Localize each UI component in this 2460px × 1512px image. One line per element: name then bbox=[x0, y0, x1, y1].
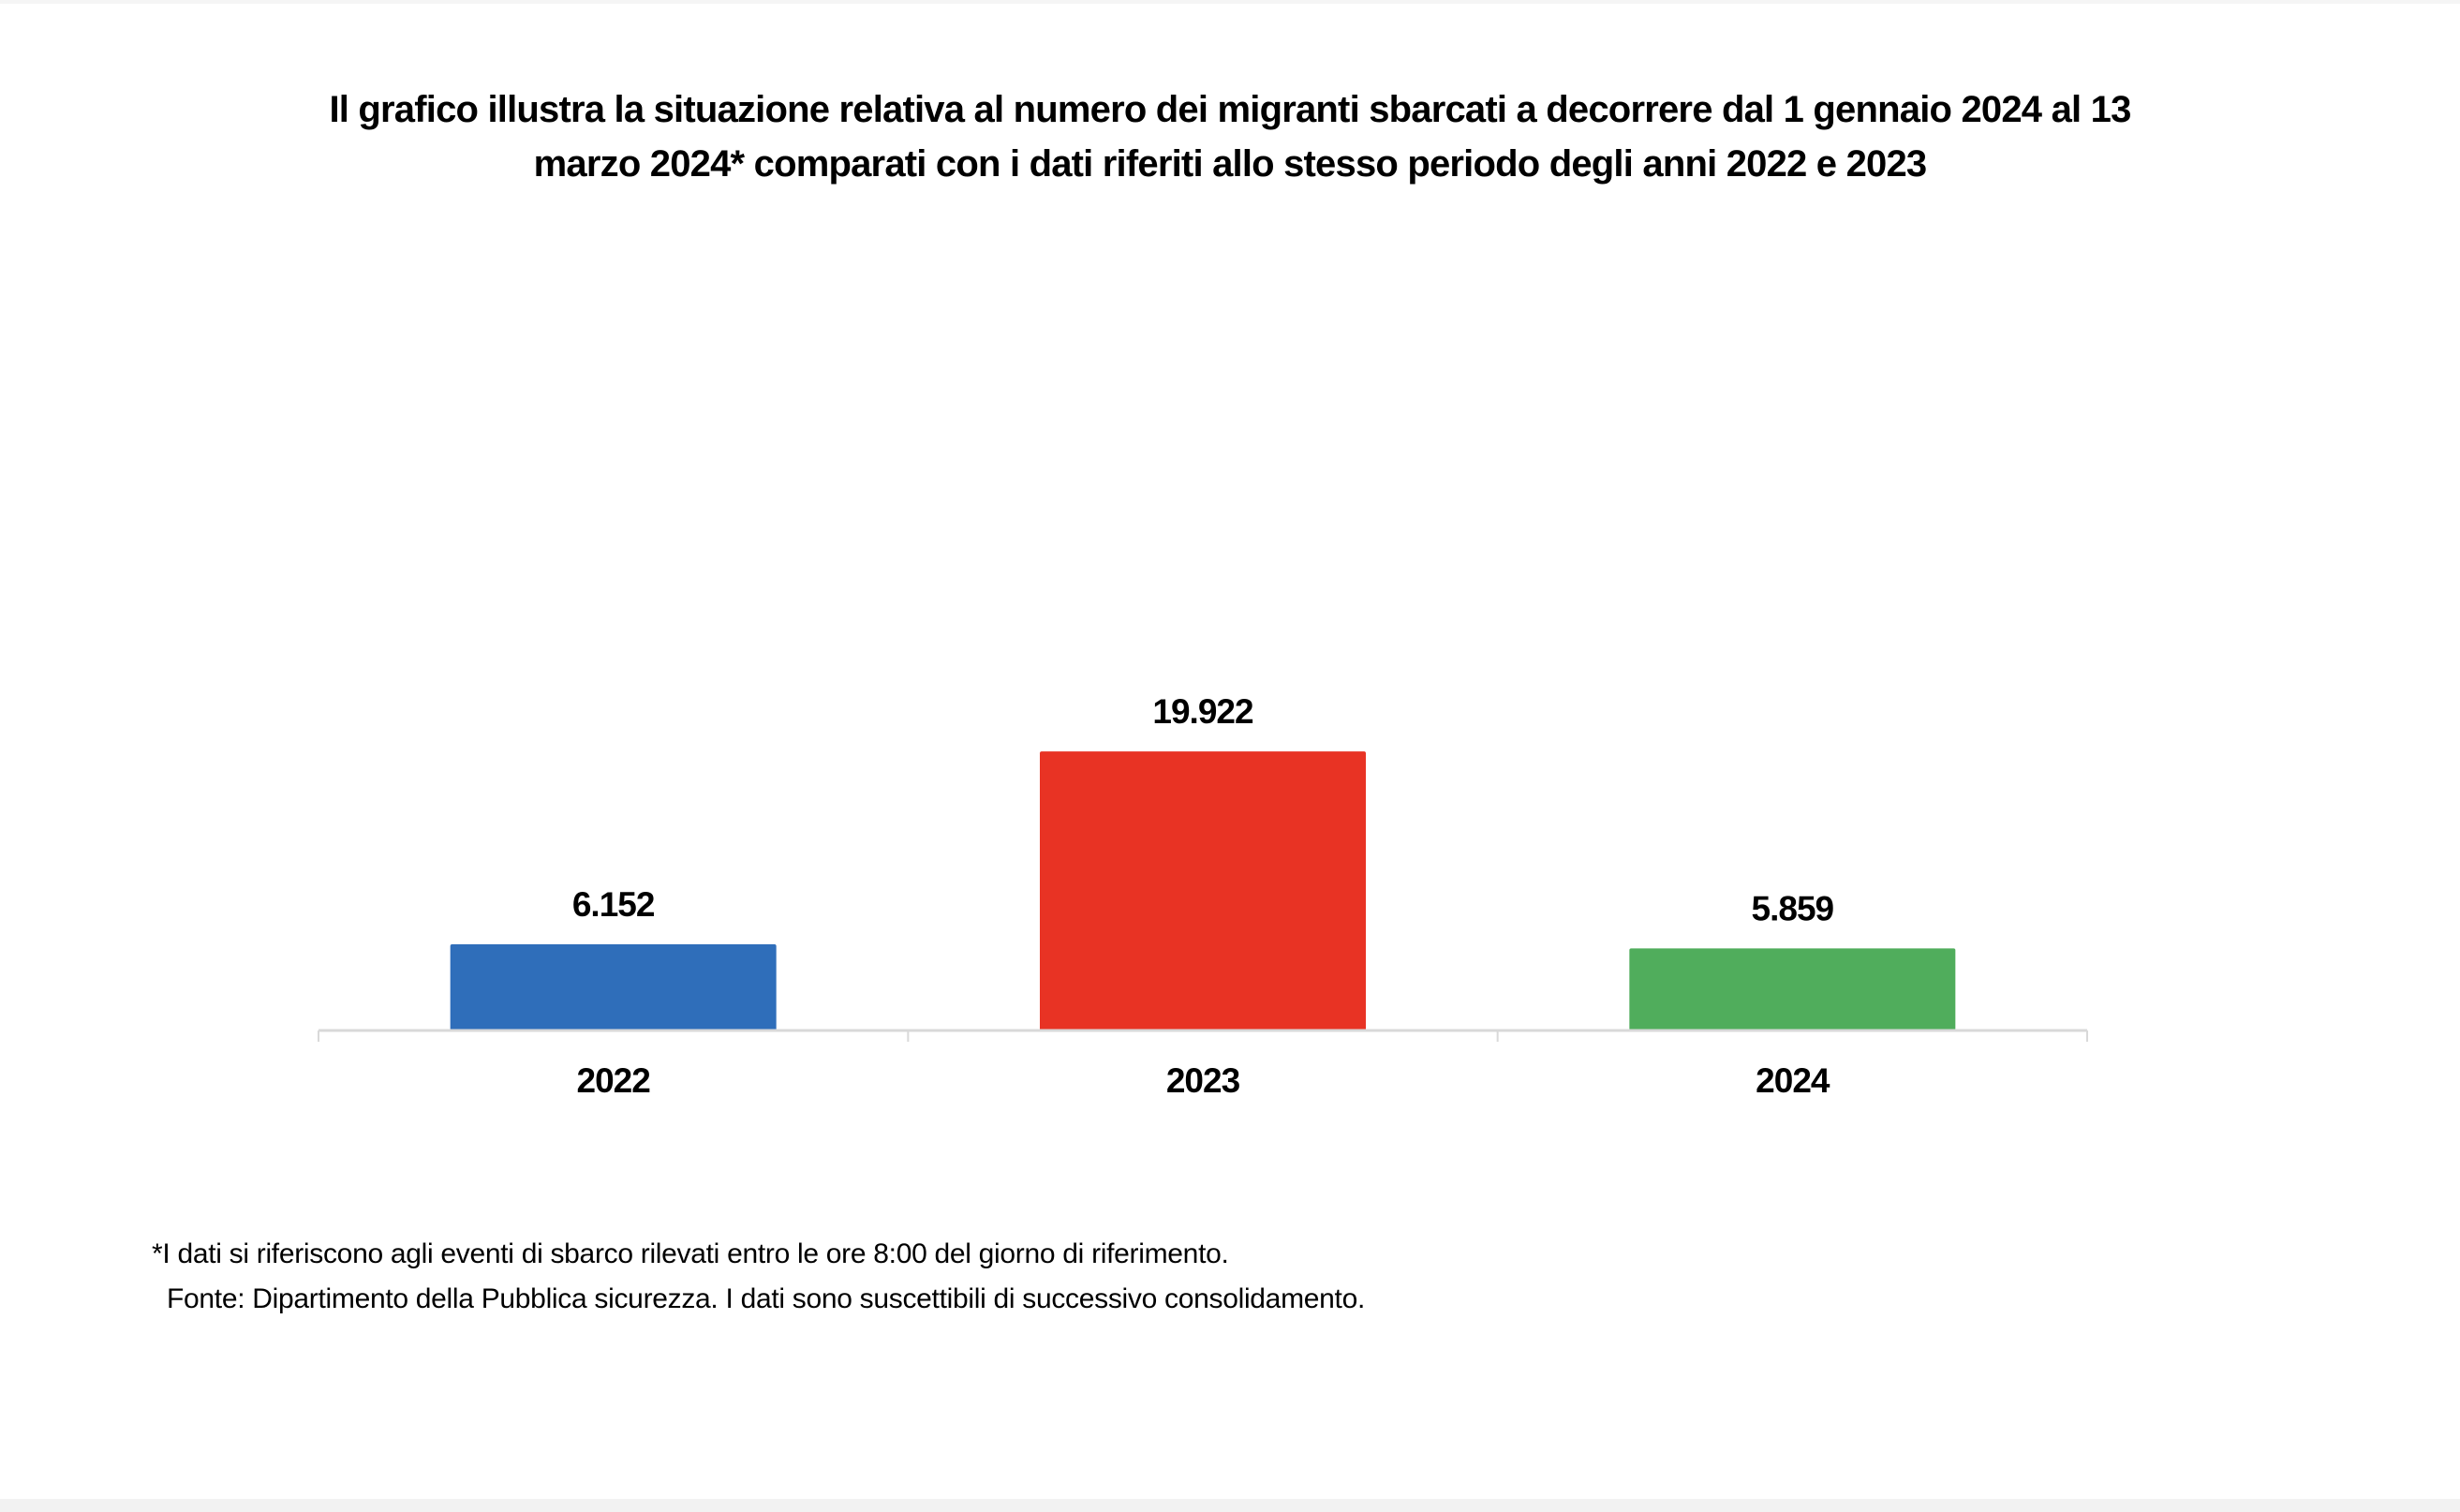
bar-2024 bbox=[1629, 948, 1956, 1030]
data-label: 5.859 bbox=[1752, 889, 1834, 927]
data-label: 6.152 bbox=[572, 885, 655, 924]
x-tick-label: 2024 bbox=[1756, 1061, 1830, 1100]
bar-2023 bbox=[1040, 751, 1366, 1030]
data-label: 19.922 bbox=[1152, 692, 1253, 731]
chart-title: Il grafico illustra la situazione relati… bbox=[329, 89, 2131, 185]
bar-2022 bbox=[450, 944, 777, 1030]
footnote: *I dati si riferiscono agli eventi di sb… bbox=[152, 1238, 1229, 1269]
x-tick-label: 2022 bbox=[577, 1061, 651, 1100]
x-tick-label: 2023 bbox=[1166, 1061, 1240, 1100]
top-edge bbox=[0, 0, 2460, 4]
source-note: Fonte: Dipartimento della Pubblica sicur… bbox=[167, 1283, 1365, 1314]
bottom-edge bbox=[0, 1499, 2460, 1512]
